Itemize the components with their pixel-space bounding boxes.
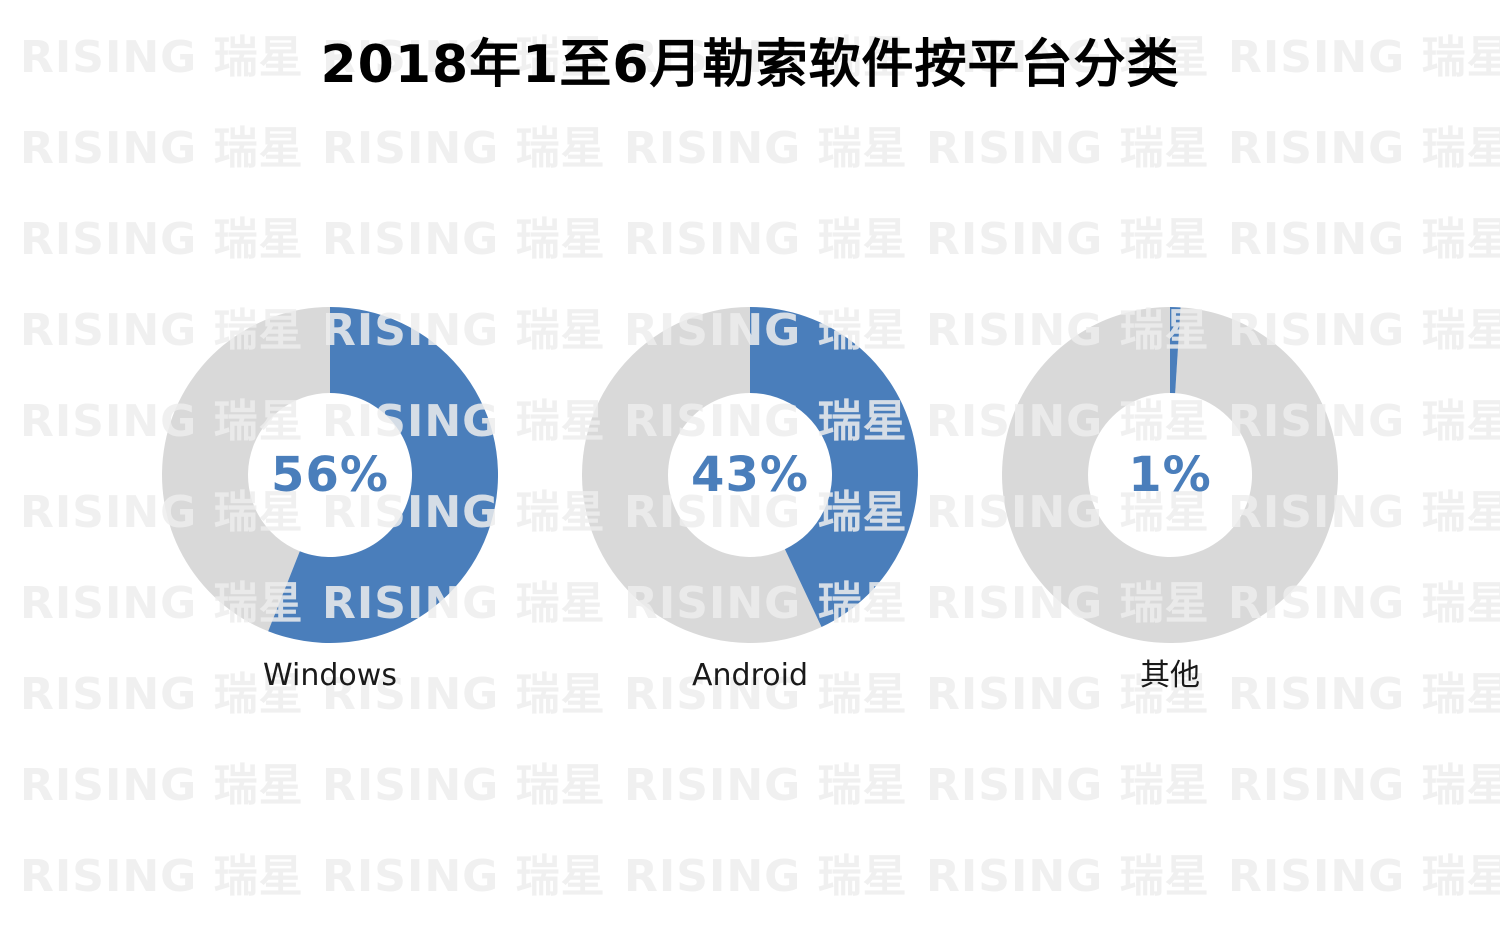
watermark-text: RISING 瑞星 [1228, 760, 1500, 811]
donut-slice-value [268, 307, 498, 643]
watermark-text: RISING 瑞星 [322, 123, 606, 174]
watermark-text: RISING 瑞星 [20, 851, 304, 902]
watermark-text: RISING 瑞星 [20, 214, 304, 265]
donut-chart-other: 1% 其他 [1002, 307, 1338, 694]
watermark-text: RISING 瑞星 [624, 214, 908, 265]
watermark-text: RISING 瑞星 [322, 214, 606, 265]
donut-slice-value [750, 307, 918, 628]
donut-chart-windows: 56% Windows [162, 307, 498, 694]
donut-svg-other [1002, 307, 1338, 643]
percent-label-windows: 56% [271, 447, 389, 503]
watermark-text: RISING 瑞星 [624, 760, 908, 811]
watermark-text: RISING 瑞星 [926, 123, 1210, 174]
chart-title: 2018年1至6月勒索软件按平台分类 [320, 35, 1180, 95]
watermark-text: RISING 瑞星 [1228, 214, 1500, 265]
watermark-text: RISING 瑞星 [322, 851, 606, 902]
donut-slice-value [1170, 307, 1181, 394]
watermark-row: RISING 瑞星 RISING 瑞星 RISING 瑞星 RISING 瑞星 RISI… [20, 127, 1500, 171]
donut-slice-remainder [582, 307, 822, 643]
watermark-text: RISING 瑞星 [20, 760, 304, 811]
watermark-text: RISING 瑞星 [1228, 851, 1500, 902]
donut-slice-remainder [162, 307, 330, 632]
watermark-row: RISING 瑞星 RISING 瑞星 RISING 瑞星 RISING 瑞星 RISI… [20, 764, 1500, 808]
donut-slice-remainder [1002, 307, 1338, 643]
category-label-windows: Windows [263, 658, 397, 693]
category-label-android: Android [692, 658, 808, 693]
donut-svg-android [582, 307, 918, 643]
donut-svg-windows [162, 307, 498, 643]
charts-row: 56% Windows 43% Android 1% 其他 [0, 307, 1500, 694]
watermark-row: RISING 瑞星 RISING 瑞星 RISING 瑞星 RISING 瑞星 RISI… [20, 218, 1500, 262]
watermark-text: RISING 瑞星 [624, 851, 908, 902]
category-label-other: 其他 [1140, 658, 1200, 693]
watermark-text: RISING 瑞星 [624, 123, 908, 174]
watermark-text: RISING 瑞星 [1228, 123, 1500, 174]
donut-chart-android: 43% Android [582, 307, 918, 694]
percent-label-android: 43% [691, 447, 809, 503]
watermark-text: RISING 瑞星 [926, 214, 1210, 265]
donut-stage: 1% [1002, 307, 1338, 643]
donut-stage: 56% [162, 307, 498, 643]
percent-label-other: 1% [1128, 447, 1212, 503]
watermark-text: RISING 瑞星 [322, 760, 606, 811]
watermark-text: RISING 瑞星 [20, 123, 304, 174]
donut-stage: 43% [582, 307, 918, 643]
watermark-row: RISING 瑞星 RISING 瑞星 RISING 瑞星 RISING 瑞星 RISI… [20, 855, 1500, 899]
watermark-text: RISING 瑞星 [926, 851, 1210, 902]
watermark-text: RISING 瑞星 [926, 760, 1210, 811]
